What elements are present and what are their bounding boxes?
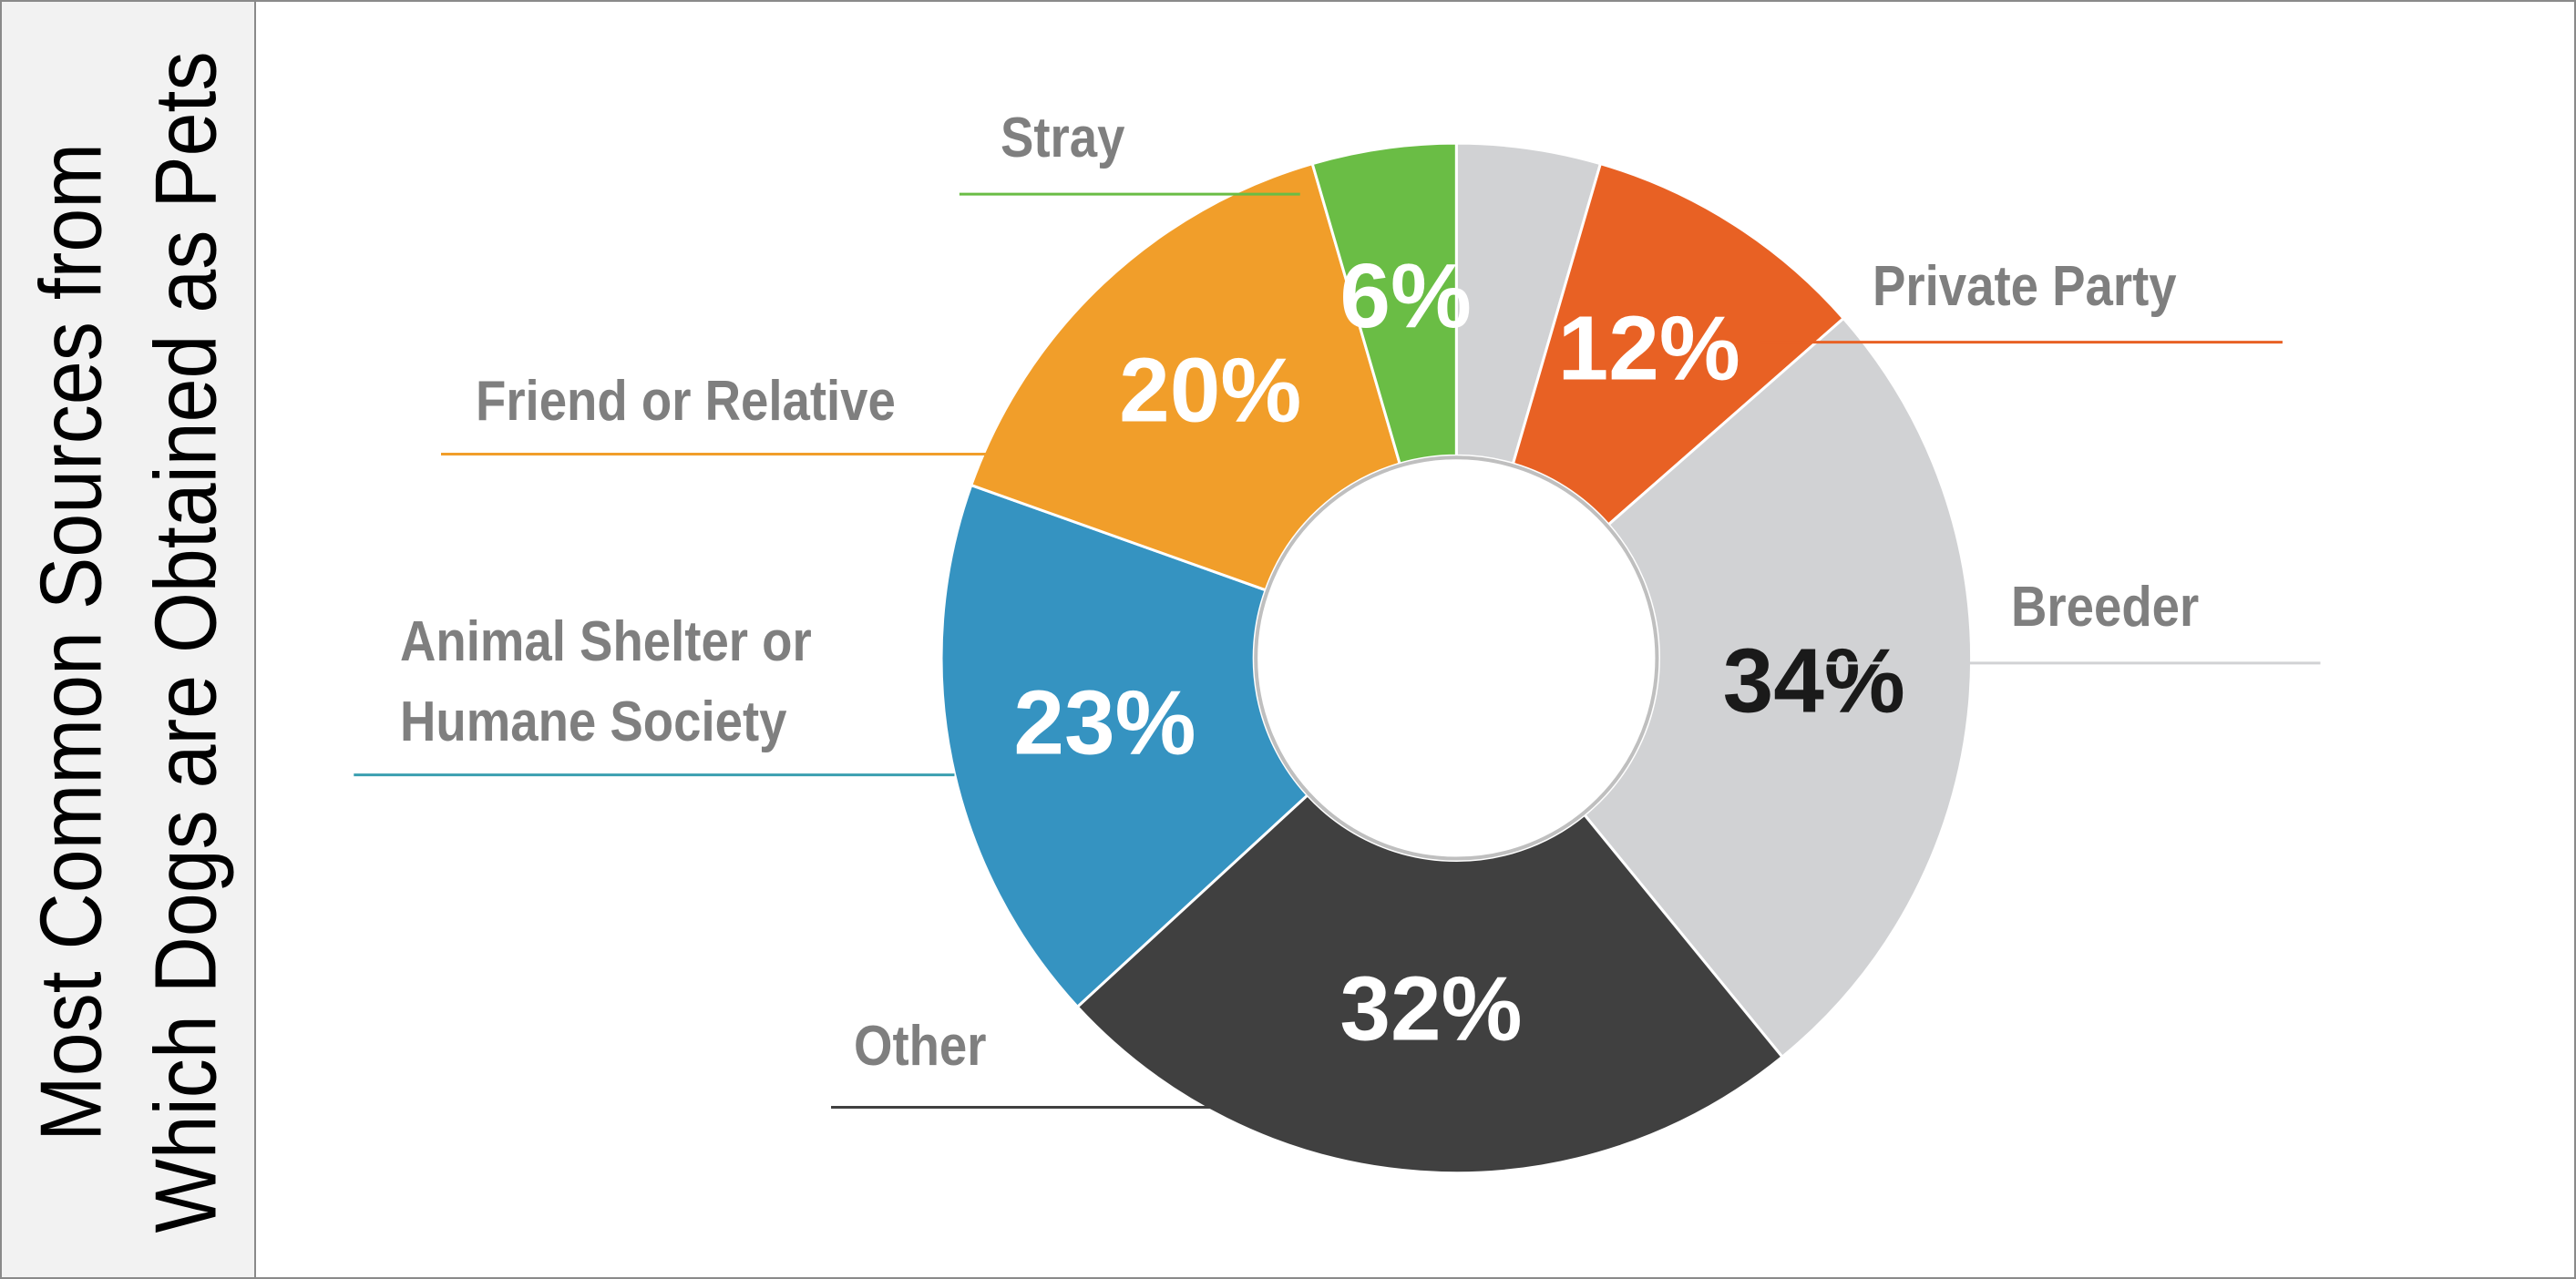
value-label: 23%: [1013, 671, 1196, 773]
category-label: Stray: [1001, 107, 1125, 170]
category-label: Private Party: [1873, 254, 2177, 318]
value-label: 12%: [1558, 298, 1740, 400]
title-panel: [0, 0, 256, 1279]
category-label: Animal Shelter or Humane Society: [399, 609, 812, 753]
donut-hole-edge: [1254, 455, 1659, 861]
chart-title: Most Common Sources from: [22, 143, 119, 1141]
category-label: Other: [854, 1015, 987, 1079]
value-label: 32%: [1339, 958, 1522, 1060]
value-label: 20%: [1119, 339, 1301, 441]
value-label: 34%: [1723, 629, 1905, 732]
chart-title: Which Dogs are Obtained as Pets: [137, 52, 234, 1233]
value-label: 6%: [1339, 245, 1472, 347]
category-label: Friend or Relative: [475, 370, 896, 434]
category-label: Breeder: [2010, 576, 2200, 640]
